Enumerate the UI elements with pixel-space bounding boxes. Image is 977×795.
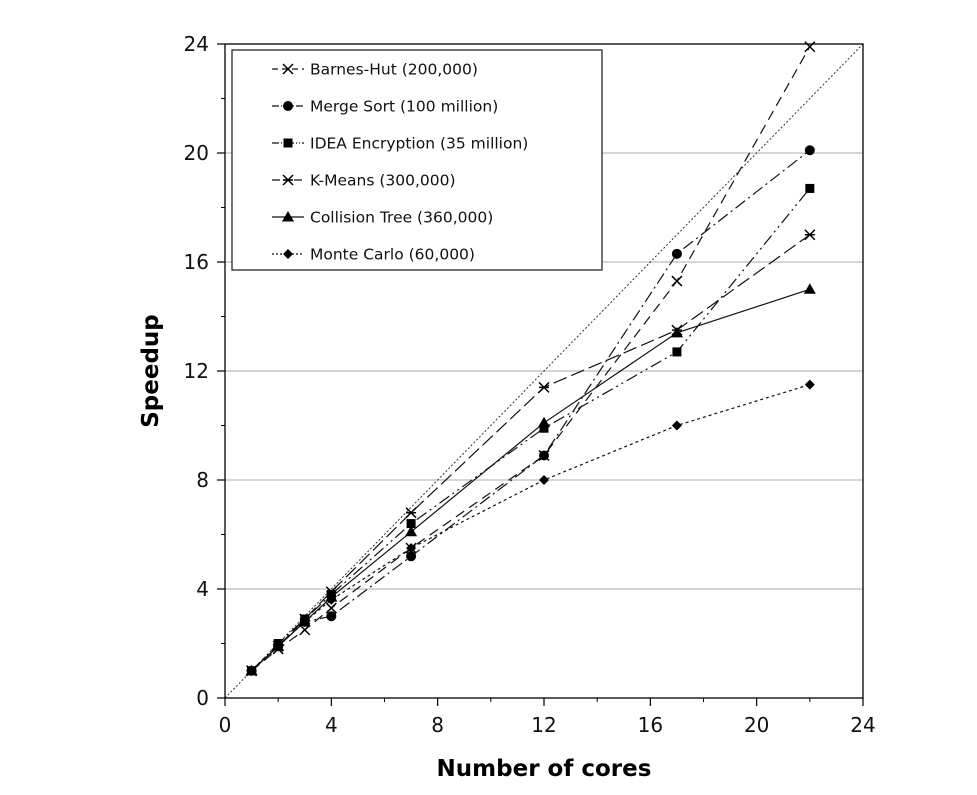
- legend-entry-label: Monte Carlo (60,000): [310, 246, 475, 264]
- x-tick-label: 4: [325, 713, 338, 737]
- data-point-series-1: [671, 275, 683, 287]
- data-point-series-2: [539, 450, 549, 461]
- legend-marker: [283, 249, 293, 259]
- y-tick-label: 8: [196, 468, 209, 492]
- y-axis-ticks: 0 4 8 12 16 20 24: [184, 32, 225, 710]
- y-axis-title: Speedup: [138, 314, 164, 428]
- y-tick-label: 12: [184, 359, 209, 383]
- x-tick-label: 16: [638, 713, 663, 737]
- data-point-series-3: [406, 519, 416, 529]
- legend-entry-label: K-Means (300,000): [310, 172, 456, 190]
- data-point-series-3: [539, 423, 549, 433]
- legend-marker: [282, 174, 294, 186]
- data-point-series-2: [804, 145, 815, 156]
- data-point-series-6: [273, 641, 284, 652]
- legend-entry-label: Collision Tree (360,000): [310, 209, 493, 227]
- series-markers: [245, 41, 816, 677]
- data-point-series-3: [672, 347, 682, 357]
- series-line-6: [251, 384, 810, 672]
- data-point-series-6: [671, 420, 682, 431]
- data-point-series-1: [325, 602, 337, 614]
- y-tick-label: 24: [184, 32, 209, 56]
- data-point-series-5: [538, 416, 550, 428]
- legend-marker: [283, 138, 293, 148]
- data-point-series-6: [539, 475, 549, 485]
- series-line-2: [251, 149, 811, 672]
- data-point-series-4: [804, 229, 816, 241]
- x-tick-label: 0: [219, 713, 232, 737]
- data-point-series-2: [671, 248, 682, 259]
- data-point-series-6: [326, 594, 337, 605]
- data-point-series-4: [538, 381, 550, 393]
- legend: Barnes-Hut (200,000) Merge Sort (100 mill…: [231, 49, 603, 271]
- data-point-series-2: [406, 551, 417, 562]
- legend-marker: [283, 101, 293, 111]
- legend-entry-label: Barnes-Hut (200,000): [310, 61, 478, 79]
- legend-marker: [282, 63, 294, 75]
- legend-entry-label: IDEA Encryption (35 million): [310, 135, 528, 153]
- y-tick-label: 20: [184, 141, 209, 165]
- ideal-line: [224, 43, 864, 699]
- x-tick-label: 20: [744, 713, 769, 737]
- x-axis-title: Number of cores: [437, 756, 652, 782]
- x-tick-label: 24: [850, 713, 875, 737]
- data-point-series-3: [805, 183, 815, 193]
- data-point-series-1: [804, 41, 816, 53]
- y-tick-label: 4: [196, 577, 209, 601]
- y-tick-label: 0: [196, 686, 209, 710]
- x-tick-label: 12: [531, 713, 556, 737]
- data-point-series-6: [406, 543, 417, 554]
- legend-box: [231, 49, 603, 271]
- legend-entry-label: Merge Sort (100 million): [310, 98, 498, 116]
- series-line-4: [251, 234, 811, 672]
- x-axis-ticks: 0 4 8 12 16 20 24: [219, 698, 876, 737]
- data-point-series-4: [405, 507, 417, 519]
- data-point-series-5: [670, 326, 683, 338]
- data-point-series-5: [803, 283, 816, 294]
- data-point-series-2: [326, 611, 337, 622]
- data-point-series-6: [299, 616, 310, 627]
- ideal-speedup-line: [224, 43, 864, 699]
- data-point-series-6: [246, 665, 257, 676]
- x-tick-label: 8: [431, 713, 444, 737]
- data-point-series-5: [405, 525, 418, 537]
- legend-marker: [282, 211, 294, 222]
- y-tick-label: 16: [184, 250, 209, 274]
- data-point-series-1: [299, 624, 311, 636]
- data-point-series-6: [804, 379, 815, 390]
